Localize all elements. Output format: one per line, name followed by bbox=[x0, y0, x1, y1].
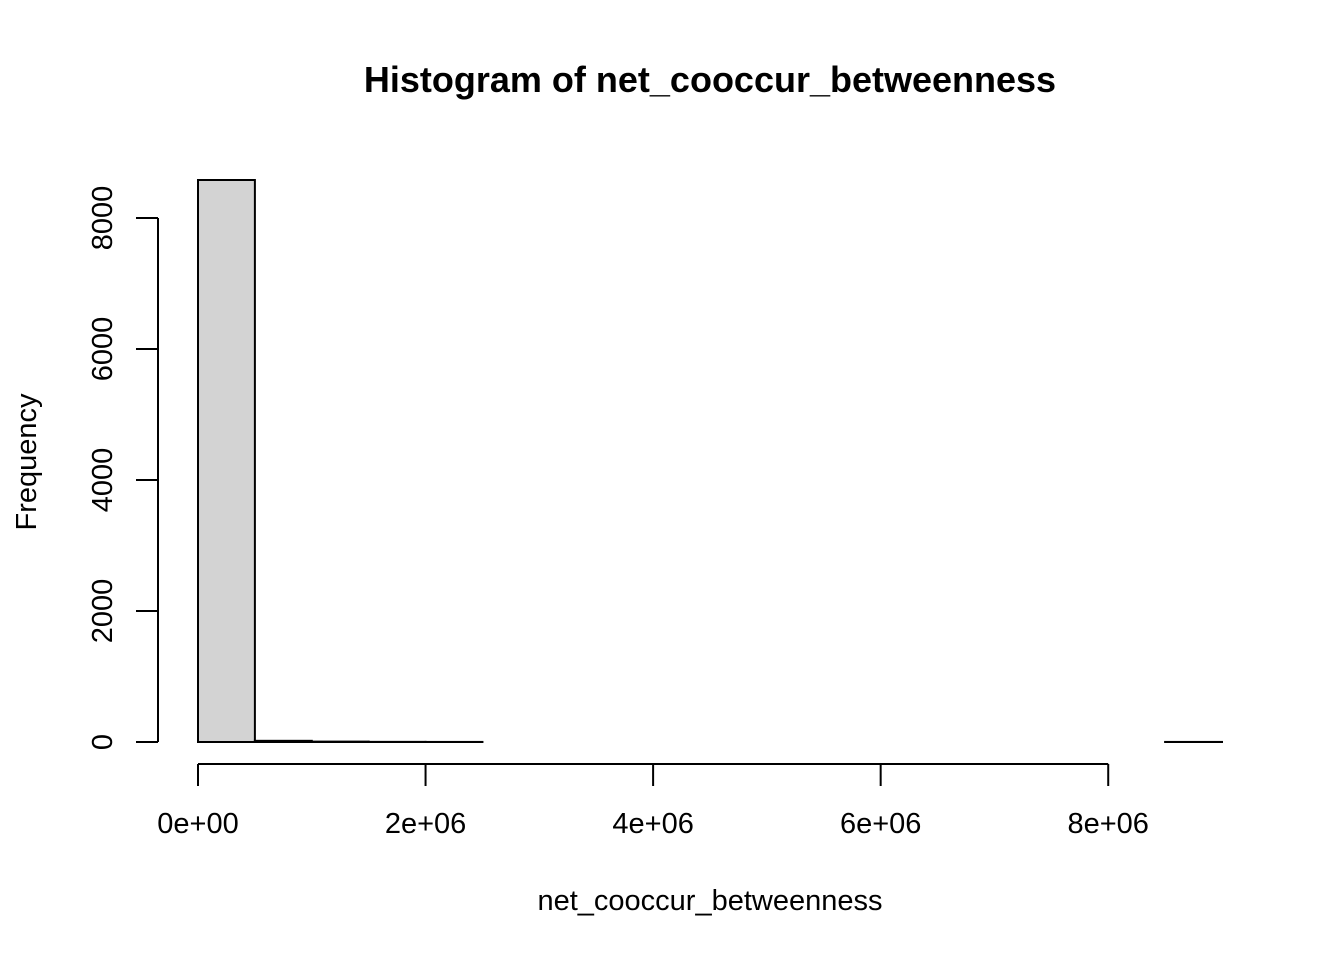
x-tick-label-4: 8e+06 bbox=[1067, 808, 1148, 840]
histogram-bars bbox=[197, 179, 1223, 744]
y-tick-label-3: 6000 bbox=[87, 317, 119, 382]
y-tick-label-2: 4000 bbox=[87, 448, 119, 513]
y-tick-label-4: 8000 bbox=[87, 186, 119, 251]
y-axis-label: Frequency bbox=[11, 393, 43, 531]
chart-title: Histogram of net_cooccur_betweenness bbox=[364, 59, 1056, 100]
x-axis-label: net_cooccur_betweenness bbox=[537, 885, 882, 917]
x-tick-label-2: 4e+06 bbox=[612, 808, 693, 840]
x-tick-label-1: 2e+06 bbox=[385, 808, 466, 840]
y-tick-label-0: 0 bbox=[87, 734, 119, 750]
x-tick-label-0: 0e+00 bbox=[157, 808, 238, 840]
x-axis: 0e+00 2e+06 4e+06 6e+06 8e+06 bbox=[157, 763, 1149, 840]
histogram-bar-0 bbox=[197, 179, 256, 743]
y-tick-label-1: 2000 bbox=[87, 579, 119, 644]
histogram-bar-1 bbox=[253, 739, 313, 744]
y-axis: 0 2000 4000 6000 8000 bbox=[87, 186, 159, 750]
x-tick-label-3: 6e+06 bbox=[840, 808, 921, 840]
